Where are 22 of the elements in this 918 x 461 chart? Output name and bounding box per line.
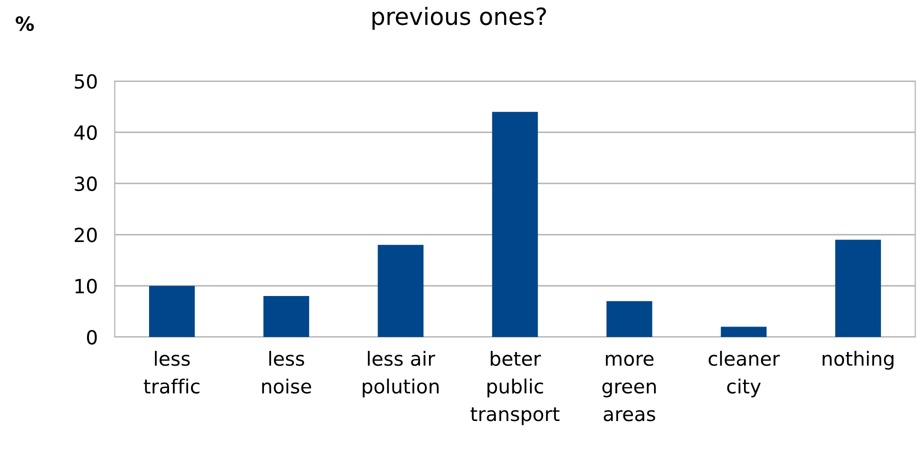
bar	[263, 296, 310, 337]
y-tick-label: 0	[86, 330, 97, 345]
y-tick-label: 20	[74, 228, 97, 242]
bar	[492, 112, 538, 337]
y-axis-title: %	[16, 16, 34, 31]
bar	[720, 326, 767, 337]
chart-title: previous ones?	[372, 6, 546, 30]
bar	[835, 240, 881, 337]
bar	[378, 244, 424, 337]
y-tick-label: 30	[74, 176, 97, 192]
y-tick-label: 10	[75, 278, 97, 294]
x-tick-label: less noise	[262, 350, 312, 394]
x-tick-label: nothing	[822, 350, 894, 370]
bar	[149, 286, 195, 337]
y-tick-label: 40	[74, 125, 97, 140]
x-tick-label: beter public transport	[470, 350, 560, 426]
x-tick-label: less traffic	[144, 350, 200, 394]
x-tick-label: more green areas	[602, 354, 656, 422]
x-tick-label: less air polution	[362, 350, 439, 398]
y-tick-label: 50	[74, 74, 97, 89]
bar	[606, 301, 652, 337]
x-tick-label: cleaner city	[708, 350, 780, 398]
